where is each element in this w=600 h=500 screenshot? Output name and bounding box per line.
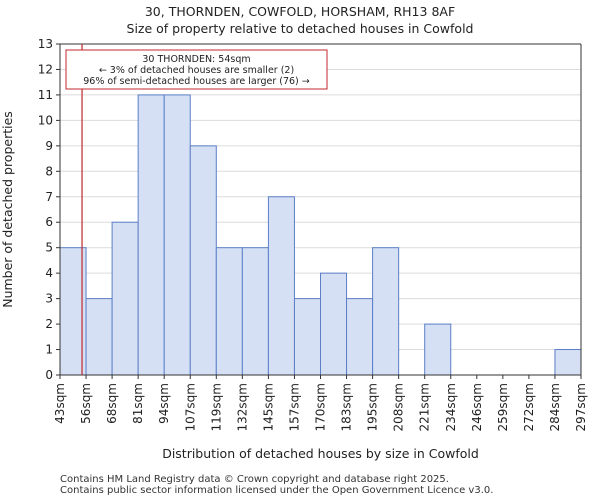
histogram-bar <box>111 221 139 376</box>
histogram-bar <box>241 247 269 376</box>
x-tick-label: 272sqm <box>522 383 536 431</box>
histogram-bar <box>554 349 582 376</box>
x-tick-label: 68sqm <box>105 383 119 424</box>
histogram-bar <box>346 298 374 376</box>
annotation-box <box>65 49 328 90</box>
annotation-line-2: ← 3% of detached houses are smaller (2) <box>99 65 294 76</box>
y-tick-label: 3 <box>45 292 53 306</box>
x-tick-label: 284sqm <box>548 383 562 431</box>
x-tick-label: 297sqm <box>574 383 588 431</box>
footer-line-2: Contains public sector information licen… <box>60 485 494 496</box>
x-tick-label: 221sqm <box>418 383 432 431</box>
annotation-line-3: 96% of semi-detached houses are larger (… <box>83 76 310 87</box>
histogram-bar <box>293 298 322 376</box>
histogram-bar <box>424 323 452 376</box>
x-tick-label: 119sqm <box>209 383 223 431</box>
x-tick-label: 107sqm <box>183 383 197 431</box>
histogram-bar <box>267 196 295 376</box>
histogram-bar <box>137 94 165 376</box>
y-axis-label: Number of detached properties <box>0 111 15 308</box>
x-tick-label: 208sqm <box>392 383 406 431</box>
x-tick-label: 94sqm <box>157 383 171 424</box>
annotation-line-1: 30 THORNDEN: 54sqm <box>142 54 250 65</box>
y-tick-label: 2 <box>45 317 53 331</box>
x-tick-label: 195sqm <box>366 383 380 431</box>
x-tick-label: 170sqm <box>314 383 328 431</box>
y-tick-label: 13 <box>38 37 53 51</box>
y-tick-label: 12 <box>38 62 53 76</box>
histogram-bar <box>215 247 243 376</box>
y-tick-label: 10 <box>38 113 53 127</box>
histogram-bar <box>85 298 113 376</box>
y-tick-label: 9 <box>45 139 53 153</box>
chart-subtitle: Size of property relative to detached ho… <box>126 21 474 36</box>
y-tick-label: 11 <box>38 88 53 102</box>
x-axis-label: Distribution of detached houses by size … <box>162 446 479 461</box>
x-tick-label: 43sqm <box>53 383 67 424</box>
x-tick-label: 259sqm <box>496 383 510 431</box>
x-tick-label: 157sqm <box>287 383 301 431</box>
x-tick-label: 81sqm <box>131 383 145 424</box>
y-tick-label: 5 <box>45 241 53 255</box>
x-tick-label: 246sqm <box>470 383 484 431</box>
histogram-bar <box>372 247 400 376</box>
y-tick-label: 1 <box>45 343 53 357</box>
y-tick-label: 8 <box>45 164 53 178</box>
x-tick-label: 56sqm <box>79 383 93 424</box>
histogram-bar <box>189 145 217 376</box>
y-tick-label: 0 <box>45 368 53 382</box>
y-tick-label: 6 <box>45 215 53 229</box>
histogram-bar <box>163 94 191 376</box>
histogram-bar <box>320 272 348 376</box>
chart-title: 30, THORNDEN, COWFOLD, HORSHAM, RH13 8AF <box>144 4 456 19</box>
x-tick-label: 183sqm <box>340 383 354 431</box>
x-tick-label: 132sqm <box>235 383 249 431</box>
x-tick-label: 234sqm <box>444 383 458 431</box>
footer-line-1: Contains HM Land Registry data © Crown c… <box>60 474 449 485</box>
y-tick-label: 4 <box>45 266 53 280</box>
y-tick-label: 7 <box>45 190 53 204</box>
x-tick-label: 145sqm <box>261 383 275 431</box>
